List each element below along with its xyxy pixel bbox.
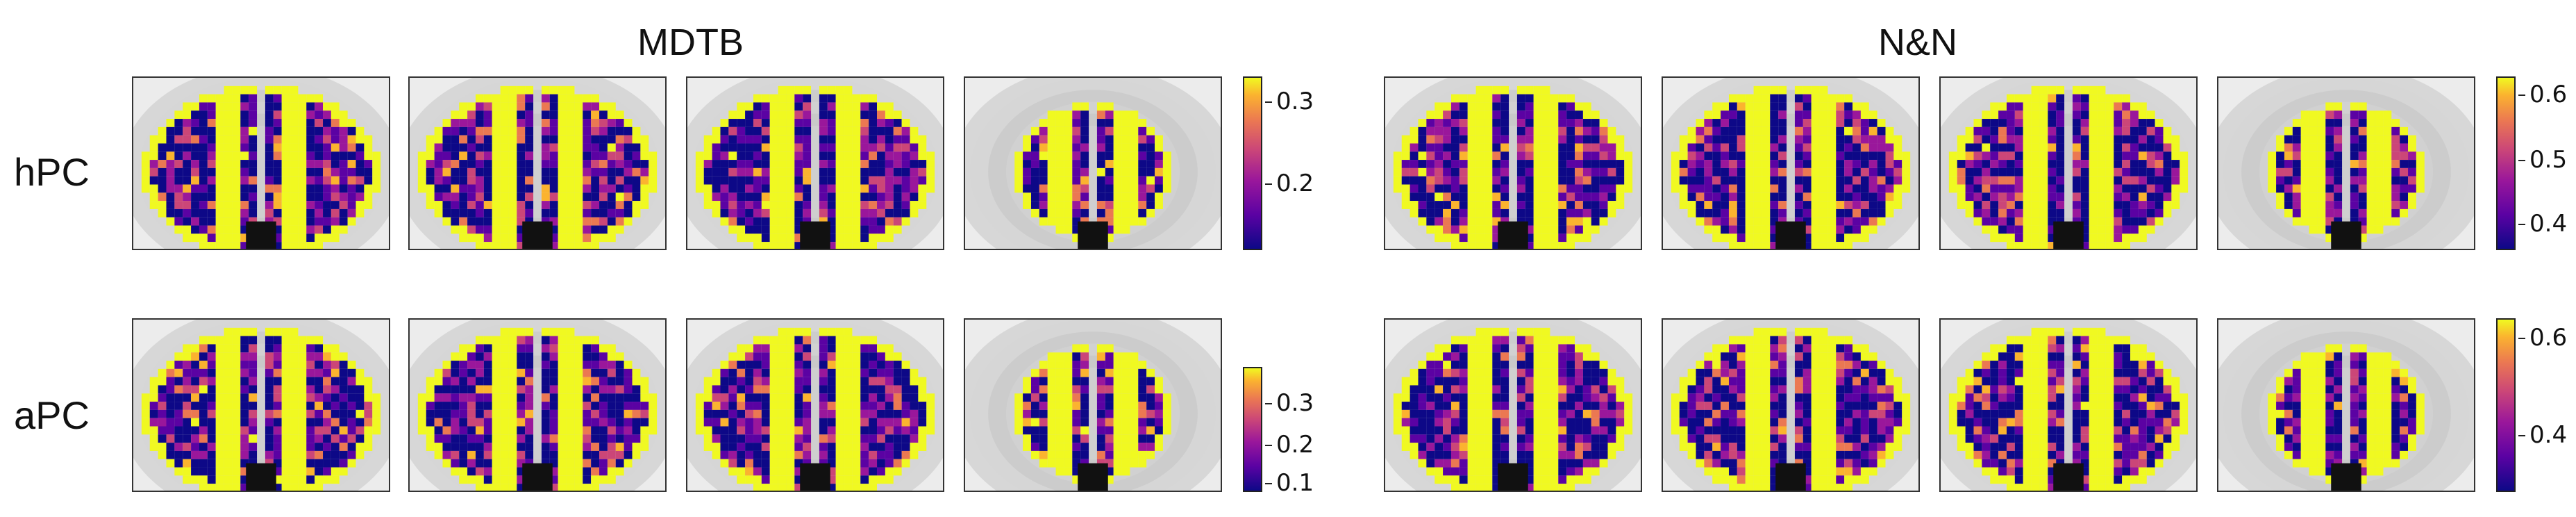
row-label-hpc: hPC (14, 150, 90, 194)
brain-slice-nn-hpc-1 (1384, 76, 1642, 250)
brain-slice-mdtb-apc-2 (408, 318, 667, 492)
brain-slice-mdtb-hpc-4 (964, 76, 1222, 250)
brain-slice-nn-apc-4 (2217, 318, 2475, 492)
tick-mdtb-apc-0: 0.3 (1264, 389, 1314, 417)
brain-slice-nn-apc-1 (1384, 318, 1642, 492)
colorbar-mdtb-apc (1243, 367, 1262, 492)
brain-slice-nn-hpc-3 (1939, 76, 2198, 250)
tick-mdtb-hpc-1: 0.2 (1264, 170, 1314, 197)
brain-slice-nn-hpc-2 (1662, 76, 1920, 250)
brain-slice-nn-apc-3 (1939, 318, 2198, 492)
tick-mdtb-apc-2: 0.1 (1264, 469, 1314, 497)
brain-slice-mdtb-hpc-3 (686, 76, 944, 250)
tick-nn-hpc-1: 0.5 (2518, 146, 2568, 174)
brain-slice-nn-apc-2 (1662, 318, 1920, 492)
tick-nn-apc-0: 0.6 (2518, 324, 2568, 352)
brain-slice-mdtb-apc-4 (964, 318, 1222, 492)
tick-nn-hpc-2: 0.4 (2518, 210, 2568, 238)
brain-slice-mdtb-apc-3 (686, 318, 944, 492)
colorbar-mdtb-hpc (1243, 76, 1262, 250)
tick-nn-apc-1: 0.4 (2518, 421, 2568, 449)
title-mdtb: MDTB (637, 22, 744, 63)
brain-slice-mdtb-hpc-2 (408, 76, 667, 250)
brain-slice-mdtb-apc-1 (132, 318, 390, 492)
brain-slice-nn-hpc-4 (2217, 76, 2475, 250)
row-label-apc: aPC (14, 393, 90, 437)
tick-mdtb-apc-1: 0.2 (1264, 431, 1314, 459)
tick-mdtb-hpc-0: 0.3 (1264, 88, 1314, 115)
tick-nn-hpc-0: 0.6 (2518, 81, 2568, 108)
colorbar-nn-hpc (2496, 76, 2516, 250)
brain-slice-mdtb-hpc-1 (132, 76, 390, 250)
title-nn: N&N (1878, 22, 1958, 63)
colorbar-nn-apc (2496, 318, 2516, 492)
